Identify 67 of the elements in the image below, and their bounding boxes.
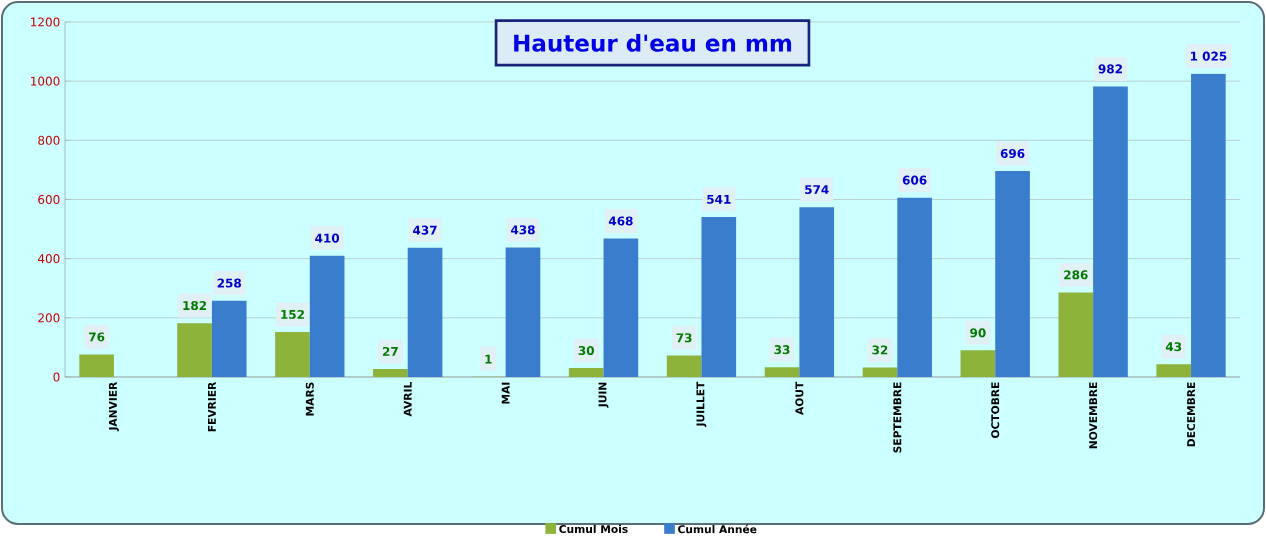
x-tick-label: FEVRIER	[207, 381, 216, 432]
x-tick-label: JANVIER	[109, 381, 119, 431]
bar	[177, 322, 212, 377]
data-label: 1	[485, 354, 492, 364]
x-tick-label: MARS	[305, 382, 314, 416]
data-label: 32	[872, 345, 888, 355]
data-label: 33	[774, 344, 790, 354]
bar	[995, 170, 1030, 377]
x-tick-label: MAI	[501, 382, 510, 404]
bar	[701, 216, 737, 377]
bar	[799, 206, 835, 377]
bar	[373, 368, 408, 377]
y-tick-label: 600	[38, 194, 60, 204]
data-label: 258	[217, 278, 242, 288]
data-label: 76	[89, 332, 105, 342]
data-label: 696	[1000, 148, 1025, 158]
bar	[309, 255, 345, 377]
data-label: 30	[578, 345, 594, 355]
y-tick-label: 1000	[31, 76, 60, 86]
x-tick-label: JUILLET	[696, 381, 707, 427]
x-tick-label: DECEMBRE	[1187, 382, 1196, 446]
y-tick-label: 400	[37, 253, 60, 263]
data-label: 90	[970, 328, 986, 338]
x-tick-label: AVRIL	[403, 381, 412, 417]
bar	[666, 355, 702, 377]
y-tick-label: 0	[53, 372, 60, 382]
data-label: 182	[183, 300, 207, 310]
legend-label: Cumul Année	[678, 524, 757, 534]
bar	[1156, 364, 1192, 377]
data-label: 152	[281, 309, 304, 319]
y-tick-label: 1200	[31, 17, 60, 27]
x-tick-label: OCTOBRE	[991, 382, 1000, 438]
data-label: 1 025	[1190, 51, 1227, 61]
bar	[603, 238, 639, 377]
legend-label: Cumul Mois	[559, 524, 628, 533]
data-label: 73	[676, 333, 692, 343]
bar	[275, 331, 310, 377]
data-label: 606	[902, 175, 927, 185]
bar	[407, 247, 443, 377]
bar	[79, 354, 114, 377]
data-label: 43	[1165, 341, 1182, 351]
data-label: 468	[608, 216, 633, 226]
data-label: 410	[315, 233, 340, 243]
data-label: 574	[805, 184, 829, 194]
x-tick-label: SEPTEMBRE	[893, 382, 902, 453]
bar	[764, 367, 800, 377]
chart-title: Hauteur d'eau en mm	[514, 33, 792, 52]
bar	[1093, 86, 1128, 377]
data-label: 438	[510, 225, 535, 235]
data-label: 437	[413, 225, 437, 235]
bar	[1058, 292, 1094, 377]
x-tick-label: JUIN	[598, 382, 609, 408]
bar	[211, 300, 247, 377]
bar	[1191, 73, 1226, 377]
bar	[862, 367, 898, 377]
x-tick-label: NOVEMBRE	[1089, 382, 1098, 448]
data-label: 982	[1098, 64, 1122, 74]
bar	[897, 197, 932, 377]
x-tick-label: AOUT	[795, 381, 804, 415]
data-label: 27	[382, 346, 398, 356]
y-tick-label: 800	[38, 135, 60, 145]
y-tick-label: 200	[38, 313, 60, 323]
bar	[505, 247, 541, 377]
data-label: 541	[707, 194, 731, 204]
data-label: 286	[1064, 270, 1088, 280]
bar	[960, 350, 996, 377]
bar	[568, 367, 604, 377]
